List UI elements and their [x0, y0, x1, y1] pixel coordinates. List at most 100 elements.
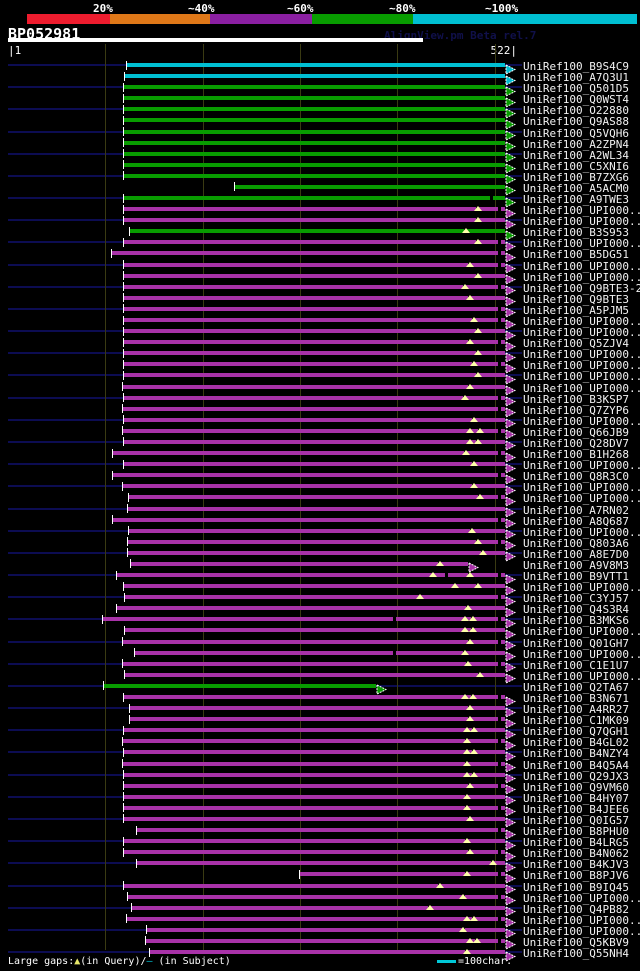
subject-id-label[interactable]: UniRef100_B4KJV3 — [523, 858, 629, 872]
alignment-bar[interactable] — [123, 728, 506, 733]
alignment-bar[interactable] — [124, 74, 506, 79]
alignment-bar[interactable] — [123, 340, 506, 345]
subject-id-label[interactable]: UniRef100_Q0IG57 — [523, 813, 629, 827]
subject-id-label[interactable]: UniRef100_A9V8M3 — [523, 558, 629, 572]
alignment-bar[interactable] — [122, 761, 506, 766]
subject-id-label[interactable]: UniRef100_UPI000.. — [523, 414, 640, 428]
alignment-bar[interactable] — [123, 162, 506, 167]
subject-id-label[interactable]: UniRef100_Q9BTE3 — [523, 292, 629, 306]
subject-id-label[interactable]: UniRef100_Q7ZYP6 — [523, 403, 629, 417]
alignment-bar[interactable] — [150, 950, 506, 955]
subject-id-label[interactable]: UniRef100_A4RR27 — [523, 703, 629, 717]
alignment-bar[interactable] — [112, 251, 506, 256]
alignment-bar[interactable] — [299, 872, 506, 877]
subject-id-label[interactable]: UniRef100_UPI000.. — [523, 669, 640, 683]
subject-id-label[interactable]: UniRef100_B4NZY4 — [523, 747, 629, 761]
subject-id-label[interactable]: UniRef100_B9VTT1 — [523, 570, 629, 584]
alignment-bar[interactable] — [127, 506, 506, 511]
subject-id-label[interactable]: UniRef100_Q7QGH1 — [523, 725, 629, 739]
subject-id-label[interactable]: UniRef100_C3YJ57 — [523, 592, 629, 606]
subject-id-label[interactable]: UniRef100_B7ZXG6 — [523, 170, 629, 184]
alignment-bar[interactable] — [123, 273, 506, 278]
subject-id-label[interactable]: UniRef100_B1H268 — [523, 448, 629, 462]
alignment-bar[interactable] — [131, 905, 506, 910]
subject-id-label[interactable]: UniRef100_A7Q3U1 — [523, 71, 629, 85]
alignment-bar[interactable] — [123, 96, 506, 101]
subject-id-label[interactable]: UniRef100_UPI000.. — [523, 924, 640, 938]
alignment-bar[interactable] — [123, 794, 506, 799]
alignment-bar[interactable] — [123, 351, 506, 356]
subject-id-label[interactable]: UniRef100_UPI000.. — [523, 315, 640, 329]
subject-id-label[interactable]: UniRef100_Q5VQH6 — [523, 126, 629, 140]
subject-id-label[interactable]: UniRef100_O22880 — [523, 104, 629, 118]
subject-id-label[interactable]: UniRef100_UPI000.. — [523, 370, 640, 384]
subject-id-label[interactable]: UniRef100_Q803A6 — [523, 536, 629, 550]
alignment-bar[interactable] — [123, 306, 506, 311]
subject-id-label[interactable]: UniRef100_Q9AS88 — [523, 115, 629, 129]
alignment-bar[interactable] — [135, 650, 506, 655]
subject-id-label[interactable]: UniRef100_C5XNI6 — [523, 159, 629, 173]
subject-id-label[interactable]: UniRef100_Q8R3C0 — [523, 470, 629, 484]
alignment-bar[interactable] — [146, 938, 506, 943]
subject-id-label[interactable]: UniRef100_UPI000.. — [523, 492, 640, 506]
subject-id-label[interactable]: UniRef100_Q5ZJV4 — [523, 337, 629, 351]
alignment-bar[interactable] — [122, 739, 506, 744]
subject-id-label[interactable]: UniRef100_Q9BTE3-2 — [523, 281, 640, 295]
subject-id-label[interactable]: UniRef100_A8Q687 — [523, 514, 629, 528]
alignment-bar[interactable] — [127, 894, 506, 899]
alignment-bar[interactable] — [123, 107, 506, 112]
alignment-bar[interactable] — [123, 772, 506, 777]
alignment-bar[interactable] — [123, 695, 506, 700]
alignment-bar[interactable] — [122, 428, 506, 433]
subject-id-label[interactable]: UniRef100_B8PHU0 — [523, 825, 629, 839]
subject-id-label[interactable]: UniRef100_UPI000.. — [523, 270, 640, 284]
subject-id-label[interactable]: UniRef100_B4LRG5 — [523, 836, 629, 850]
alignment-bar[interactable] — [123, 373, 506, 378]
subject-id-label[interactable]: UniRef100_UPI000.. — [523, 348, 640, 362]
alignment-bar[interactable] — [123, 417, 506, 422]
subject-id-label[interactable]: UniRef100_Q0WST4 — [523, 93, 629, 107]
alignment-bar[interactable] — [137, 828, 506, 833]
subject-id-label[interactable]: UniRef100_A7RN02 — [523, 503, 629, 517]
alignment-bar[interactable] — [103, 617, 506, 622]
alignment-bar[interactable] — [116, 606, 506, 611]
alignment-bar[interactable] — [123, 118, 506, 123]
alignment-bar[interactable] — [123, 318, 506, 323]
subject-id-label[interactable]: UniRef100_UPI000.. — [523, 625, 640, 639]
subject-id-label[interactable]: UniRef100_Q28DV7 — [523, 436, 629, 450]
alignment-bar[interactable] — [127, 550, 506, 555]
alignment-bar[interactable] — [122, 661, 506, 666]
alignment-bar[interactable] — [129, 717, 506, 722]
alignment-bar[interactable] — [128, 528, 506, 533]
alignment-bar[interactable] — [126, 63, 506, 67]
alignment-bar[interactable] — [123, 839, 506, 844]
alignment-bar[interactable] — [123, 439, 506, 444]
alignment-bar[interactable] — [129, 229, 506, 234]
subject-id-label[interactable]: UniRef100_UPI000.. — [523, 891, 640, 905]
alignment-bar[interactable] — [116, 573, 506, 578]
subject-id-label[interactable]: UniRef100_B3MKS6 — [523, 614, 629, 628]
alignment-bar[interactable] — [123, 362, 506, 367]
alignment-bar[interactable] — [123, 584, 506, 589]
subject-id-label[interactable]: UniRef100_UPI000.. — [523, 525, 640, 539]
alignment-bar[interactable] — [124, 628, 506, 633]
subject-id-label[interactable]: UniRef100_Q66JB9 — [523, 425, 629, 439]
alignment-bar[interactable] — [122, 406, 506, 411]
subject-id-label[interactable]: UniRef100_Q5KBV9 — [523, 935, 629, 949]
alignment-bar[interactable] — [123, 262, 506, 267]
alignment-bar[interactable] — [124, 595, 506, 600]
subject-id-label[interactable]: UniRef100_A2WL34 — [523, 148, 629, 162]
alignment-bar[interactable] — [113, 517, 506, 522]
alignment-bar[interactable] — [123, 173, 506, 178]
subject-id-label[interactable]: UniRef100_UPI000.. — [523, 204, 640, 218]
subject-id-label[interactable]: UniRef100_B9S4C9 — [523, 60, 629, 73]
subject-id-label[interactable]: UniRef100_C1MK09 — [523, 714, 629, 728]
subject-id-label[interactable]: UniRef100_UPI000.. — [523, 581, 640, 595]
alignment-bar[interactable] — [123, 284, 506, 289]
subject-id-label[interactable]: UniRef100_UPI000.. — [523, 259, 640, 273]
subject-id-label[interactable]: UniRef100_UPI000.. — [523, 481, 640, 495]
alignment-bar[interactable] — [122, 639, 506, 644]
alignment-bar[interactable] — [122, 384, 506, 389]
alignment-bar[interactable] — [104, 683, 376, 688]
subject-id-label[interactable]: UniRef100_C1E1U7 — [523, 658, 629, 672]
